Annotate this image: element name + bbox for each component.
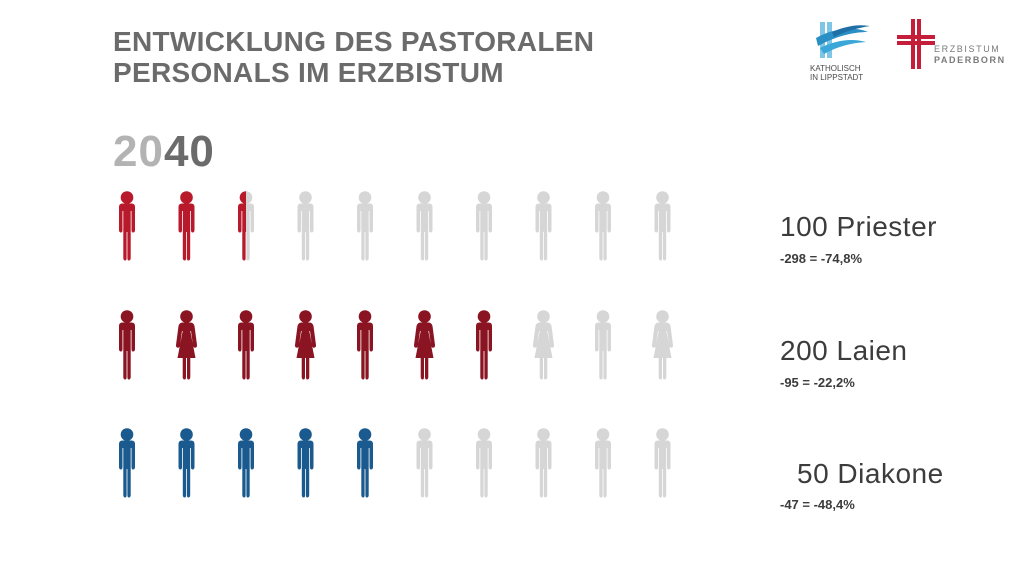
pictogram-person-row2-9 <box>595 310 611 380</box>
pictogram-person-row2-10 <box>651 310 674 380</box>
pictogram-person-row1-10 <box>654 191 671 261</box>
pictogram-person-row2-1 <box>119 310 135 380</box>
pictogram-person-row1-8 <box>535 191 552 261</box>
pictogram-person-row2-3 <box>238 310 254 380</box>
pictogram-person-row1-1 <box>119 191 135 261</box>
pictogram-person-row3-7 <box>476 428 492 498</box>
row-change-diakone: -47 = -48,4% <box>780 497 855 512</box>
pictogram-person-row1-7 <box>476 191 492 261</box>
row-change-priester: -298 = -74,8% <box>780 251 863 266</box>
page-title: ENTWICKLUNG DES PASTORALEN PERSONALS IM … <box>113 26 594 88</box>
pictogram-person-row3-4 <box>297 428 314 498</box>
pictogram-person-row2-8 <box>532 310 555 380</box>
lippstadt-line-2: IN LIPPSTADT <box>810 73 864 82</box>
lippstadt-line-1: KATHOLISCH <box>810 64 861 73</box>
pictogram-person-row1-5 <box>357 191 373 261</box>
row-change-laien: -95 = -22,2% <box>780 375 855 390</box>
pictogram-person-row1-2 <box>178 191 195 261</box>
pictogram-person-row3-2 <box>178 428 195 498</box>
year-part-1: 20 <box>113 127 164 176</box>
pictogram-person-row2-7 <box>476 310 492 380</box>
title-line-1: ENTWICKLUNG DES PASTORALEN <box>113 26 595 57</box>
pictogram-person-row3-8 <box>535 428 552 498</box>
pictogram-person-row1-9 <box>595 191 611 261</box>
lippstadt-logo-caption: KATHOLISCH IN LIPPSTADT <box>806 64 882 82</box>
paderborn-logo-text: ERZBISTUM PADERBORN <box>934 44 1006 66</box>
pictogram-person-row3-3 <box>238 428 254 498</box>
pictogram-person-row2-2 <box>175 310 198 380</box>
paderborn-line-1: ERZBISTUM <box>934 44 1001 54</box>
pictogram-person-row3-6 <box>416 428 433 498</box>
paderborn-line-2: PADERBORN <box>934 55 1006 65</box>
pictogram-person-row2-5 <box>357 310 373 380</box>
pictogram-person-row2-4 <box>294 310 317 380</box>
pictogram-person-row2-6 <box>413 310 436 380</box>
pictogram-person-row1-3 <box>238 191 254 261</box>
year-part-2: 40 <box>163 127 215 176</box>
pictogram-person-row3-5 <box>357 428 373 498</box>
title-line-2: PERSONALS IM ERZBISTUM <box>113 57 504 88</box>
year-label: 2040 <box>113 127 215 177</box>
pictogram-person-row3-9 <box>595 428 611 498</box>
row-label-diakone: 50 Diakone <box>797 458 944 489</box>
katholisch-lippstadt-logo: KATHOLISCH IN LIPPSTADT <box>806 18 878 88</box>
erzbistum-paderborn-logo: ERZBISTUM PADERBORN <box>896 17 1016 73</box>
pictogram-person-row3-10 <box>654 428 671 498</box>
lippstadt-emblem-icon <box>816 22 870 58</box>
pictogram-person-row1-6 <box>416 191 433 261</box>
row-label-priester: 100 Priester <box>780 211 937 242</box>
row-label-laien: 200 Laien <box>780 335 908 366</box>
paderborn-cross-icon <box>897 19 935 69</box>
pictogram-person-row1-4 <box>297 191 314 261</box>
pictogram-person-row3-1 <box>119 428 135 498</box>
